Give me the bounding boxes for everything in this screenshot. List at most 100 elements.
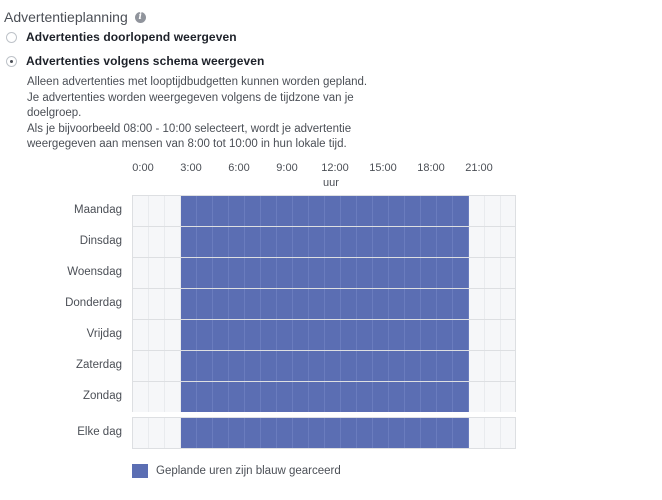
hour-cell-scheduled[interactable] <box>341 227 357 257</box>
hour-cell[interactable] <box>165 289 181 319</box>
day-row[interactable] <box>133 382 515 413</box>
hour-cell-scheduled[interactable] <box>229 382 245 412</box>
hour-cell-scheduled[interactable] <box>229 196 245 226</box>
hour-cell-scheduled[interactable] <box>389 196 405 226</box>
hour-cell-scheduled[interactable] <box>293 418 309 448</box>
hour-cell-scheduled[interactable] <box>293 258 309 288</box>
hour-cell[interactable] <box>149 227 165 257</box>
hour-cell-scheduled[interactable] <box>389 258 405 288</box>
hour-cell-scheduled[interactable] <box>245 418 261 448</box>
hour-cell-scheduled[interactable] <box>373 351 389 381</box>
hour-cell-scheduled[interactable] <box>437 227 453 257</box>
hour-cell-scheduled[interactable] <box>453 258 469 288</box>
hour-cell-scheduled[interactable] <box>325 351 341 381</box>
hour-cell-scheduled[interactable] <box>341 382 357 412</box>
hour-cell-scheduled[interactable] <box>373 258 389 288</box>
hour-cell[interactable] <box>165 320 181 350</box>
hour-cell-scheduled[interactable] <box>373 289 389 319</box>
option-continuous[interactable]: Advertenties doorlopend weergeven <box>6 30 237 44</box>
hour-cell-scheduled[interactable] <box>453 418 469 448</box>
day-row[interactable] <box>133 196 515 227</box>
hour-cell[interactable] <box>485 258 501 288</box>
hour-cell[interactable] <box>469 289 485 319</box>
hour-cell-scheduled[interactable] <box>213 258 229 288</box>
hour-cell-scheduled[interactable] <box>277 320 293 350</box>
hour-cell-scheduled[interactable] <box>229 258 245 288</box>
hour-cell-scheduled[interactable] <box>261 382 277 412</box>
hour-cell-scheduled[interactable] <box>293 382 309 412</box>
hour-cell-scheduled[interactable] <box>181 382 197 412</box>
hour-cell-scheduled[interactable] <box>325 196 341 226</box>
hour-cell-scheduled[interactable] <box>197 196 213 226</box>
hour-cell-scheduled[interactable] <box>293 351 309 381</box>
hour-cell-scheduled[interactable] <box>373 320 389 350</box>
hour-cell-scheduled[interactable] <box>421 418 437 448</box>
hour-cell-scheduled[interactable] <box>421 258 437 288</box>
hour-cell-scheduled[interactable] <box>181 227 197 257</box>
hour-cell[interactable] <box>469 382 485 412</box>
hour-cell-scheduled[interactable] <box>453 382 469 412</box>
hour-cell-scheduled[interactable] <box>421 227 437 257</box>
hour-cell[interactable] <box>485 289 501 319</box>
hour-cell[interactable] <box>469 227 485 257</box>
hour-cell-scheduled[interactable] <box>309 258 325 288</box>
hour-cell[interactable] <box>469 320 485 350</box>
hour-cell[interactable] <box>149 258 165 288</box>
hour-cell-scheduled[interactable] <box>357 351 373 381</box>
hour-cell[interactable] <box>501 258 515 288</box>
hour-cell-scheduled[interactable] <box>453 289 469 319</box>
hour-cell[interactable] <box>485 320 501 350</box>
hour-cell-scheduled[interactable] <box>437 382 453 412</box>
hour-cell-scheduled[interactable] <box>181 289 197 319</box>
hour-cell-scheduled[interactable] <box>325 382 341 412</box>
hour-cell-scheduled[interactable] <box>309 351 325 381</box>
hour-cell-scheduled[interactable] <box>261 289 277 319</box>
schedule-grid[interactable] <box>132 195 516 412</box>
hour-cell-scheduled[interactable] <box>261 320 277 350</box>
day-row[interactable] <box>133 227 515 258</box>
hour-cell[interactable] <box>133 258 149 288</box>
hour-cell-scheduled[interactable] <box>309 227 325 257</box>
hour-cell-scheduled[interactable] <box>197 227 213 257</box>
hour-cell-scheduled[interactable] <box>277 289 293 319</box>
hour-cell-scheduled[interactable] <box>245 289 261 319</box>
hour-cell-scheduled[interactable] <box>341 351 357 381</box>
hour-cell-scheduled[interactable] <box>197 289 213 319</box>
hour-cell-scheduled[interactable] <box>261 418 277 448</box>
hour-cell-scheduled[interactable] <box>197 382 213 412</box>
hour-cell[interactable] <box>501 382 515 412</box>
hour-cell-scheduled[interactable] <box>197 418 213 448</box>
hour-cell-scheduled[interactable] <box>389 320 405 350</box>
hour-cell-scheduled[interactable] <box>437 258 453 288</box>
hour-cell-scheduled[interactable] <box>293 289 309 319</box>
hour-cell-scheduled[interactable] <box>229 320 245 350</box>
hour-cell[interactable] <box>149 382 165 412</box>
hour-cell-scheduled[interactable] <box>341 418 357 448</box>
hour-cell-scheduled[interactable] <box>325 320 341 350</box>
hour-cell-scheduled[interactable] <box>437 351 453 381</box>
hour-cell-scheduled[interactable] <box>293 320 309 350</box>
hour-cell-scheduled[interactable] <box>229 227 245 257</box>
hour-cell-scheduled[interactable] <box>421 320 437 350</box>
hour-cell-scheduled[interactable] <box>421 289 437 319</box>
hour-cell-scheduled[interactable] <box>245 382 261 412</box>
info-icon[interactable]: i <box>134 11 146 23</box>
hour-cell-scheduled[interactable] <box>213 351 229 381</box>
hour-cell[interactable] <box>165 382 181 412</box>
hour-cell-scheduled[interactable] <box>405 320 421 350</box>
hour-cell-scheduled[interactable] <box>213 289 229 319</box>
hour-cell-scheduled[interactable] <box>293 196 309 226</box>
hour-cell-scheduled[interactable] <box>277 351 293 381</box>
hour-cell[interactable] <box>501 351 515 381</box>
hour-cell-scheduled[interactable] <box>453 227 469 257</box>
hour-cell[interactable] <box>485 227 501 257</box>
hour-cell[interactable] <box>485 418 501 448</box>
radio-continuous[interactable] <box>6 31 17 43</box>
hour-cell-scheduled[interactable] <box>405 258 421 288</box>
hour-cell-scheduled[interactable] <box>245 196 261 226</box>
hour-cell-scheduled[interactable] <box>309 196 325 226</box>
day-row[interactable] <box>133 289 515 320</box>
hour-cell-scheduled[interactable] <box>197 351 213 381</box>
hour-cell-scheduled[interactable] <box>341 258 357 288</box>
hour-cell[interactable] <box>501 289 515 319</box>
